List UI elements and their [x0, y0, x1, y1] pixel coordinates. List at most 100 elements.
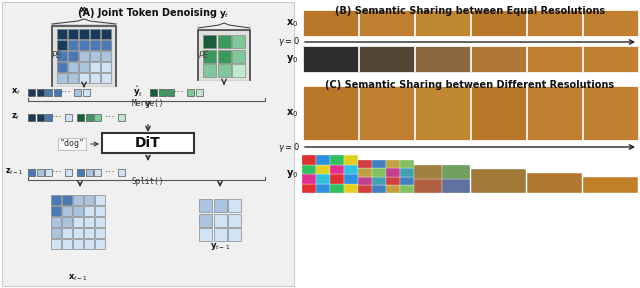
Text: $\mathbf{x}_t$: $\mathbf{x}_t$ [79, 5, 90, 16]
Text: "dog": "dog" [60, 139, 84, 149]
FancyBboxPatch shape [95, 217, 105, 227]
FancyBboxPatch shape [527, 173, 582, 193]
FancyBboxPatch shape [90, 40, 100, 50]
FancyBboxPatch shape [414, 179, 442, 193]
FancyBboxPatch shape [203, 64, 216, 77]
FancyBboxPatch shape [232, 50, 245, 62]
FancyBboxPatch shape [330, 155, 344, 164]
FancyBboxPatch shape [358, 10, 413, 36]
FancyBboxPatch shape [94, 169, 101, 176]
FancyBboxPatch shape [62, 206, 72, 216]
FancyBboxPatch shape [386, 185, 400, 193]
FancyBboxPatch shape [95, 206, 105, 216]
Text: $\hat{\mathbf{y}}_t$: $\hat{\mathbf{y}}_t$ [133, 85, 143, 99]
FancyBboxPatch shape [167, 89, 174, 96]
FancyBboxPatch shape [101, 51, 111, 61]
FancyBboxPatch shape [73, 195, 83, 205]
FancyBboxPatch shape [52, 24, 116, 86]
FancyBboxPatch shape [79, 51, 89, 61]
FancyBboxPatch shape [28, 114, 35, 121]
FancyBboxPatch shape [470, 10, 525, 36]
FancyBboxPatch shape [68, 73, 78, 83]
FancyBboxPatch shape [84, 239, 94, 249]
FancyBboxPatch shape [90, 73, 100, 83]
FancyBboxPatch shape [74, 89, 81, 96]
FancyBboxPatch shape [415, 10, 470, 36]
FancyBboxPatch shape [358, 46, 413, 72]
FancyBboxPatch shape [159, 89, 166, 96]
FancyBboxPatch shape [372, 168, 386, 177]
Text: ···: ··· [104, 113, 115, 122]
FancyBboxPatch shape [95, 195, 105, 205]
Text: $\mathbf{y}_t$: $\mathbf{y}_t$ [219, 9, 229, 20]
FancyBboxPatch shape [344, 165, 358, 174]
FancyBboxPatch shape [62, 195, 72, 205]
FancyBboxPatch shape [73, 228, 83, 238]
FancyBboxPatch shape [302, 174, 316, 183]
FancyBboxPatch shape [79, 62, 89, 72]
Text: $\mathbf{y}_0$: $\mathbf{y}_0$ [285, 168, 298, 180]
FancyBboxPatch shape [358, 185, 372, 193]
FancyBboxPatch shape [45, 89, 52, 96]
FancyBboxPatch shape [57, 51, 67, 61]
FancyBboxPatch shape [62, 217, 72, 227]
FancyBboxPatch shape [330, 174, 344, 183]
FancyBboxPatch shape [86, 169, 93, 176]
FancyBboxPatch shape [187, 89, 194, 96]
FancyBboxPatch shape [400, 168, 414, 177]
FancyBboxPatch shape [582, 86, 637, 140]
FancyBboxPatch shape [68, 62, 78, 72]
FancyBboxPatch shape [316, 184, 330, 193]
FancyBboxPatch shape [218, 64, 230, 77]
FancyBboxPatch shape [344, 184, 358, 193]
FancyBboxPatch shape [358, 160, 372, 168]
FancyBboxPatch shape [36, 169, 44, 176]
Text: (B) Semantic Sharing between Equal Resolutions: (B) Semantic Sharing between Equal Resol… [335, 6, 605, 16]
FancyBboxPatch shape [442, 179, 470, 193]
FancyBboxPatch shape [51, 228, 61, 238]
FancyBboxPatch shape [118, 114, 125, 121]
FancyBboxPatch shape [62, 228, 72, 238]
FancyBboxPatch shape [527, 46, 582, 72]
FancyBboxPatch shape [57, 29, 67, 39]
FancyBboxPatch shape [101, 62, 111, 72]
FancyBboxPatch shape [84, 228, 94, 238]
FancyBboxPatch shape [316, 155, 330, 164]
FancyBboxPatch shape [582, 46, 637, 72]
FancyBboxPatch shape [400, 185, 414, 193]
FancyBboxPatch shape [77, 114, 84, 121]
Text: ···: ··· [61, 88, 72, 98]
FancyBboxPatch shape [45, 169, 52, 176]
FancyBboxPatch shape [90, 29, 100, 39]
FancyBboxPatch shape [90, 51, 100, 61]
FancyBboxPatch shape [118, 169, 125, 176]
FancyBboxPatch shape [62, 239, 72, 249]
FancyBboxPatch shape [228, 213, 241, 226]
Text: $\gamma = 0$: $\gamma = 0$ [278, 35, 300, 48]
Text: DiT: DiT [135, 136, 161, 150]
FancyBboxPatch shape [344, 174, 358, 183]
FancyBboxPatch shape [330, 184, 344, 193]
FancyBboxPatch shape [386, 168, 400, 177]
Text: $\gamma = 0$: $\gamma = 0$ [278, 141, 300, 154]
FancyBboxPatch shape [400, 177, 414, 185]
FancyBboxPatch shape [372, 160, 386, 168]
FancyBboxPatch shape [303, 10, 358, 36]
Text: $\mathbf{x}_t$: $\mathbf{x}_t$ [11, 87, 21, 97]
FancyBboxPatch shape [199, 228, 212, 241]
FancyBboxPatch shape [386, 177, 400, 185]
FancyBboxPatch shape [101, 73, 111, 83]
FancyBboxPatch shape [36, 114, 44, 121]
FancyBboxPatch shape [84, 206, 94, 216]
FancyBboxPatch shape [330, 165, 344, 174]
FancyBboxPatch shape [195, 89, 202, 96]
FancyBboxPatch shape [214, 199, 227, 212]
FancyBboxPatch shape [57, 73, 67, 83]
FancyBboxPatch shape [218, 50, 230, 62]
FancyBboxPatch shape [358, 168, 372, 177]
FancyBboxPatch shape [470, 86, 525, 140]
Text: $\mathbf{y}_0$: $\mathbf{y}_0$ [285, 53, 298, 65]
FancyBboxPatch shape [51, 195, 61, 205]
FancyBboxPatch shape [199, 213, 212, 226]
FancyBboxPatch shape [101, 29, 111, 39]
